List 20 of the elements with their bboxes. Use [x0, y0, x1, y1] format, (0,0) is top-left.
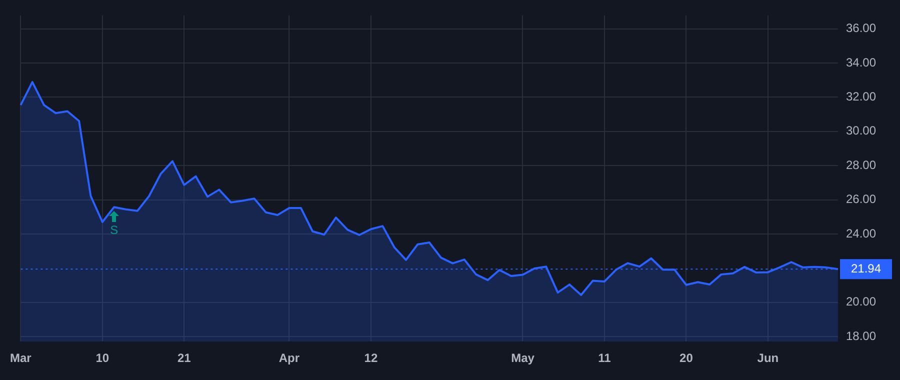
y-tick-label: 32.00 [846, 90, 876, 104]
y-tick-label: 26.00 [846, 192, 876, 206]
annotation: S [109, 223, 120, 238]
x-tick-label: Apr [278, 351, 300, 366]
x-tick-label: 20 [680, 351, 694, 366]
y-tick-label: 24.00 [846, 226, 876, 240]
x-tick-label: Jun [757, 351, 779, 366]
y-tick-label: 34.00 [846, 55, 876, 70]
y-tick-label: 28.00 [846, 158, 876, 172]
y-tick-label: 36.00 [846, 21, 876, 36]
x-tick-label: 11 [598, 351, 612, 366]
ref-line-label: 21.94 [850, 261, 882, 276]
x-tick-label: 10 [96, 351, 110, 366]
x-tick-label: May [511, 351, 535, 366]
y-tick-label: 18.00 [846, 328, 876, 343]
x-tick-label: 21 [177, 351, 192, 366]
y-tick-label: 20.00 [846, 294, 876, 309]
x-tick-label: 12 [364, 351, 378, 366]
y-tick-label: 30.00 [846, 124, 876, 138]
x-tick-label: Mar [10, 351, 32, 366]
